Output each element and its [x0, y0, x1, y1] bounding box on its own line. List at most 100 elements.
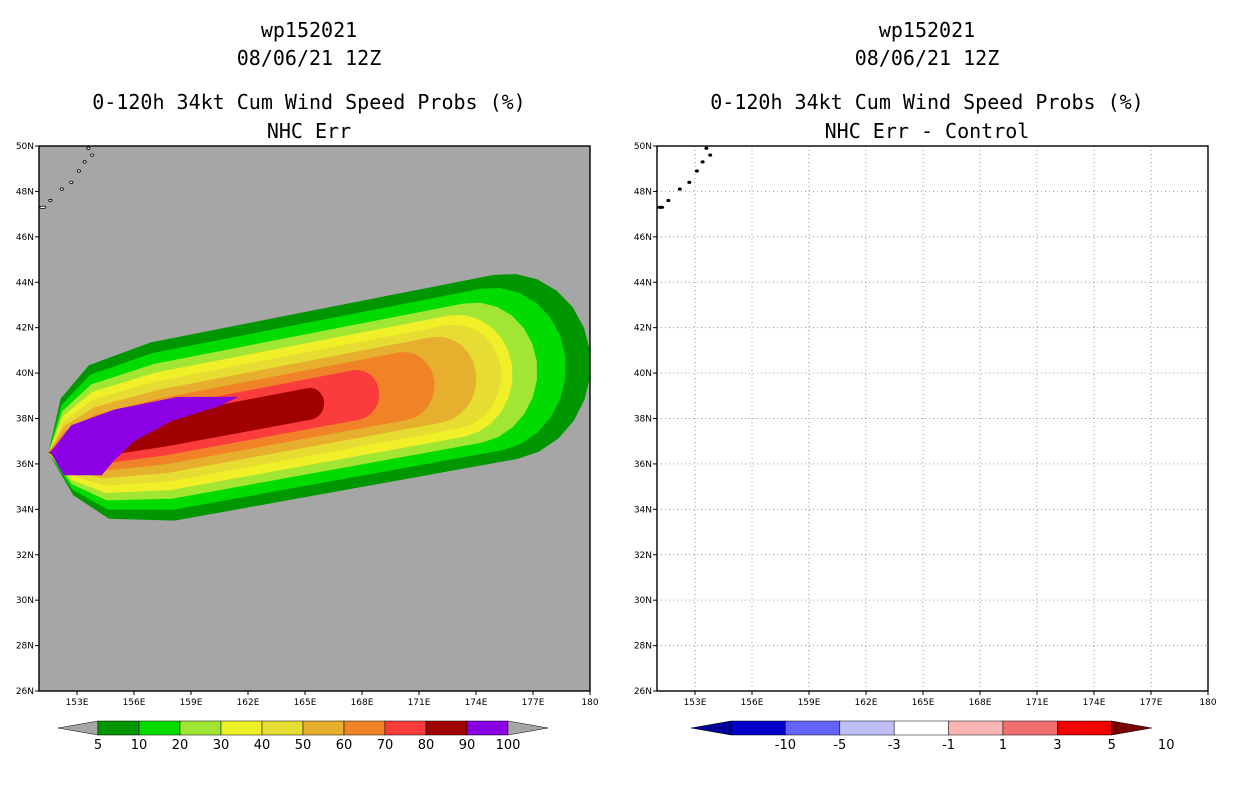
right-title-datetime: 08/06/21 12Z — [854, 46, 1000, 70]
colorbar-label: -3 — [888, 738, 901, 753]
plot-area — [48, 274, 590, 521]
y-tick-label: 38N — [16, 415, 34, 425]
colorbar-swatch — [1057, 720, 1113, 736]
x-tick-label: 153E — [66, 698, 89, 708]
y-tick-label: 50N — [634, 142, 652, 152]
colorbar-label: 60 — [336, 738, 353, 753]
x-tick-label: 153E — [684, 698, 707, 708]
y-tick-label: 48N — [16, 187, 34, 197]
coast-island — [82, 160, 87, 164]
left-title-storm-id: wp152021 — [260, 18, 358, 42]
x-tick-label: 174E — [1083, 698, 1106, 708]
coast-island — [694, 169, 699, 173]
coast-island — [677, 187, 682, 191]
coast-island — [59, 187, 64, 191]
y-tick-label: 50N — [16, 142, 34, 152]
y-tick-label: 42N — [634, 324, 652, 334]
y-tick-label: 36N — [16, 460, 34, 470]
coast-island — [708, 153, 713, 157]
right-title-storm-id: wp152021 — [878, 18, 976, 42]
y-tick-label: 44N — [16, 278, 34, 288]
x-tick-label: 159E — [798, 698, 821, 708]
y-tick-label: 44N — [634, 278, 652, 288]
colorbar-label: 5 — [1108, 738, 1116, 753]
coast-island — [700, 160, 705, 164]
colorbar-swatch — [220, 720, 263, 736]
y-tick-label: 32N — [634, 551, 652, 561]
left-title-datetime: 08/06/21 12Z — [236, 46, 382, 70]
right-chart: 26N 28N 30N 32N 34N 36N 38N 40N 42N 44N 46N 48N 50N 1… — [634, 142, 1217, 753]
colorbar-end-low — [57, 720, 99, 736]
x-tick-label: 168E — [969, 698, 992, 708]
colorbar-label: -5 — [833, 738, 846, 753]
left-chart: 26N 28N 30N 32N 34N 36N 38N 40N 42N 44N 46N 48N 50N 1… — [16, 142, 599, 753]
colorbar-swatch — [179, 720, 222, 736]
coast-island — [90, 153, 95, 157]
x-tick-label: 177E — [1140, 698, 1163, 708]
colorbar-label: 70 — [377, 738, 394, 753]
x-tick-label: 162E — [237, 698, 260, 708]
panel-right: wp152021 08/06/21 12Z 0-120h 34kt Cum Wi… — [618, 0, 1236, 800]
coast-island — [86, 146, 91, 150]
y-tick-label: 42N — [16, 324, 34, 334]
y-tick-label: 28N — [634, 642, 652, 652]
coast-island — [666, 198, 671, 203]
colorbar-swatch — [261, 720, 304, 736]
colorbar-swatch — [97, 720, 140, 736]
colorbar-label: 50 — [295, 738, 312, 753]
colorbar-end-low — [690, 720, 732, 736]
y-tick-label: 26N — [16, 687, 34, 697]
left-title-product: 0-120h 34kt Cum Wind Speed Probs (%) — [92, 90, 526, 114]
y-tick-label: 36N — [634, 460, 652, 470]
coast-island — [704, 146, 709, 150]
x-tick-label: 174E — [465, 698, 488, 708]
colorbar-swatch — [425, 720, 468, 736]
y-tick-label: 34N — [16, 505, 34, 515]
coast-island — [48, 198, 53, 203]
colorbar-swatch — [384, 720, 427, 736]
colorbar-end-high — [1111, 720, 1152, 736]
colorbar-label: -1 — [942, 738, 955, 753]
x-tick-label: 165E — [912, 698, 935, 708]
colorbar-swatch — [785, 720, 841, 736]
colorbar-swatch — [1002, 720, 1058, 736]
colorbar-swatch — [839, 720, 895, 736]
y-tick-label: 48N — [634, 187, 652, 197]
colorbar-end-high — [507, 720, 549, 736]
colorbar-label: 5 — [94, 738, 102, 753]
coast-island — [657, 205, 665, 209]
panel-left: wp152021 08/06/21 12Z 0-120h 34kt Cum Wi… — [16, 18, 599, 753]
colorbar-label: 3 — [1053, 738, 1061, 753]
left-title-subtitle: NHC Err — [266, 119, 352, 143]
colorbar-label: 10 — [1158, 738, 1175, 753]
coast-island — [69, 180, 74, 184]
y-tick-label: 34N — [634, 505, 652, 515]
y-tick-label: 30N — [16, 596, 34, 606]
x-tick-label: 156E — [741, 698, 764, 708]
x-tick-label: 165E — [294, 698, 317, 708]
colorbar-swatch — [893, 720, 949, 736]
colorbar-label: 80 — [418, 738, 435, 753]
x-tick-label: 156E — [123, 698, 146, 708]
colorbar-label: 1 — [999, 738, 1007, 753]
x-tick-label: 177E — [522, 698, 545, 708]
colorbar-label: 10 — [131, 738, 148, 753]
colorbar-label: 30 — [213, 738, 230, 753]
right-title-product: 0-120h 34kt Cum Wind Speed Probs (%) — [710, 90, 1144, 114]
colorbar-swatch — [466, 720, 509, 736]
colorbar-swatch — [138, 720, 181, 736]
colorbar-label: 100 — [496, 738, 521, 753]
coast-island — [39, 205, 47, 209]
colorbar-label: -10 — [775, 738, 796, 753]
x-tick-label: 171E — [408, 698, 431, 708]
colorbar-swatch — [948, 720, 1004, 736]
x-tick-label: 180 — [1199, 698, 1216, 708]
x-tick-label: 171E — [1026, 698, 1049, 708]
colorbar-swatch — [343, 720, 386, 736]
y-tick-label: 28N — [16, 642, 34, 652]
colorbar-label: 90 — [459, 738, 476, 753]
colorbar-label: 20 — [172, 738, 189, 753]
y-tick-label: 26N — [634, 687, 652, 697]
y-tick-label: 40N — [16, 369, 34, 379]
x-tick-label: 159E — [180, 698, 203, 708]
